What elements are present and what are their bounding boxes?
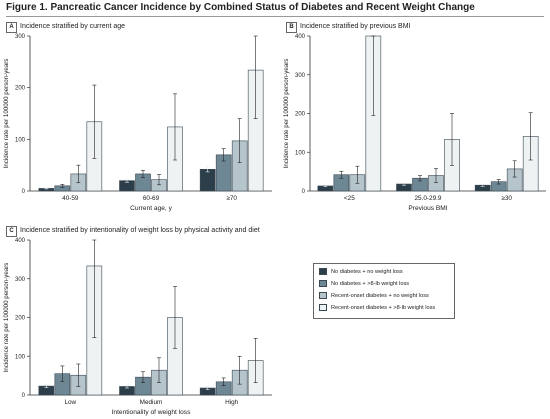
legend-swatch xyxy=(319,304,327,311)
x-tick-label: Medium xyxy=(140,399,163,406)
legend-label: Recent-onset diabetes + no weight loss xyxy=(331,293,429,299)
panel-b-title: Incidence stratified by previous BMI xyxy=(300,23,411,30)
legend-swatch xyxy=(319,280,327,287)
title-divider xyxy=(6,16,544,17)
x-tick-label: 25.0-29.9 xyxy=(414,195,441,202)
y-tick-label: 300 xyxy=(15,277,26,283)
y-tick-label: 0 xyxy=(22,189,26,195)
y-axis-label: Incidence rate per 100000 person-years xyxy=(283,59,290,169)
panel-b-letter: B xyxy=(286,22,297,33)
x-tick-label: 60-69 xyxy=(143,195,160,202)
x-axis-label: Previous BMI xyxy=(408,205,447,212)
y-tick-label: 200 xyxy=(295,112,306,118)
y-tick-label: 100 xyxy=(15,354,26,360)
legend-swatch xyxy=(319,292,327,299)
y-tick-label: 100 xyxy=(295,150,306,156)
panel-a-letter: A xyxy=(6,22,17,33)
x-tick-label: 40-59 xyxy=(62,195,79,202)
legend-label: No diabetes + >8-lb weight loss xyxy=(331,281,410,287)
x-axis-label: Intentionality of weight loss xyxy=(112,409,192,416)
y-tick-label: 100 xyxy=(15,137,26,143)
chart-legend: No diabetes + no weight loss No diabetes… xyxy=(313,263,455,319)
y-tick-label: 0 xyxy=(22,393,26,399)
y-tick-label: 300 xyxy=(15,34,26,40)
panel-c-title: Incidence stratified by intentionality o… xyxy=(20,227,260,234)
x-tick-label: Low xyxy=(64,399,76,406)
y-tick-label: 200 xyxy=(15,86,26,92)
x-axis-label: Current age, y xyxy=(130,205,172,212)
panel-a-title: Incidence stratified by current age xyxy=(20,23,126,30)
y-axis-label: Incidence rate per 100000 person-years xyxy=(3,263,10,373)
y-axis-label: Incidence rate per 100000 person-years xyxy=(3,59,10,169)
x-tick-label: <25 xyxy=(344,195,355,202)
x-tick-label: High xyxy=(225,399,239,406)
legend-swatch xyxy=(319,268,327,275)
legend-label: Recent-onset diabetes + >8-lb weight los… xyxy=(331,305,436,311)
y-tick-label: 400 xyxy=(15,238,26,244)
y-tick-label: 300 xyxy=(295,73,306,79)
legend-label: No diabetes + no weight loss xyxy=(331,269,403,275)
figure-title: Figure 1. Pancreatic Cancer Incidence by… xyxy=(6,2,475,13)
y-tick-label: 200 xyxy=(15,316,26,322)
x-tick-label: ≥30 xyxy=(501,195,512,202)
y-tick-label: 400 xyxy=(295,34,306,40)
x-tick-label: ≥70 xyxy=(226,195,237,202)
y-tick-label: 0 xyxy=(302,189,306,195)
panel-c-letter: C xyxy=(6,226,17,237)
